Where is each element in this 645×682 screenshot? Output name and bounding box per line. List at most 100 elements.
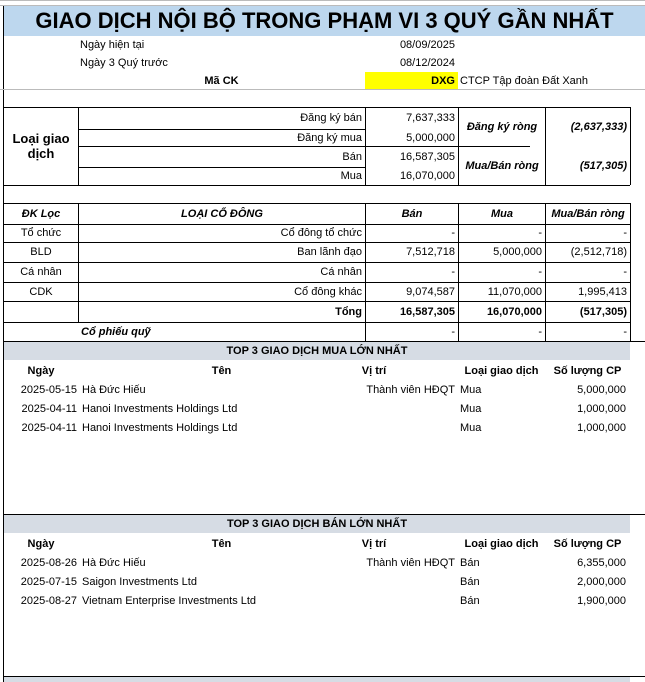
top-sell-cell[interactable]: Thành viên HĐQT <box>366 556 455 569</box>
company-name[interactable]: CTCP Tập đoàn Đất Xanh <box>460 74 589 87</box>
treasury-value[interactable]: - <box>538 325 542 338</box>
shareholder-cell[interactable]: 11,070,000 <box>487 285 542 298</box>
top-buy-cell[interactable]: 2025-05-15 <box>20 383 77 396</box>
shareholder-cell[interactable]: Cá nhân <box>20 266 62 278</box>
top-sell-cell[interactable]: 2,000,000 <box>577 575 626 588</box>
column-header[interactable]: Số lượng CP <box>553 364 622 377</box>
summary-row-value[interactable]: 16,587,305 <box>399 150 455 163</box>
shareholder-cell[interactable]: Cổ đông khác <box>294 285 362 298</box>
column-header[interactable]: Bán <box>401 207 423 220</box>
top-sell-cell[interactable]: 2025-07-15 <box>20 575 77 588</box>
top-sell-cell[interactable]: Bán <box>460 556 480 569</box>
shareholder-cell[interactable]: Tổ chức <box>20 227 62 239</box>
summary-row-label[interactable]: Mua <box>340 170 362 182</box>
shareholder-cell[interactable]: - <box>451 227 455 239</box>
cell-border <box>3 203 630 204</box>
net-registered-value[interactable]: (2,637,333) <box>570 120 627 133</box>
total-cell[interactable]: 16,070,000 <box>486 305 542 318</box>
prev-date-value[interactable]: 08/12/2024 <box>399 57 455 69</box>
top-buy-cell[interactable]: 2025-04-11 <box>21 421 77 434</box>
column-header[interactable]: Loại giao dịch <box>464 537 539 550</box>
column-header[interactable]: LOẠI CỔ ĐÔNG <box>181 207 263 220</box>
shareholder-cell[interactable]: Ban lãnh đạo <box>297 246 362 258</box>
total-cell[interactable] <box>4 301 78 322</box>
shareholder-cell[interactable]: 9,074,587 <box>406 285 455 298</box>
column-header[interactable]: Mua <box>491 207 513 220</box>
column-header[interactable]: ĐK Lọc <box>21 207 61 220</box>
top-buy-cell[interactable]: 2025-04-11 <box>21 402 77 415</box>
total-cell[interactable]: 16,587,305 <box>399 305 455 318</box>
top-buy-cell[interactable] <box>290 418 458 437</box>
top-sell-cell[interactable]: Saigon Investments Ltd <box>82 575 197 588</box>
top-sell-cell[interactable] <box>290 591 458 610</box>
shareholder-cell[interactable]: - <box>623 227 627 239</box>
column-header[interactable]: Vị trí <box>361 364 387 377</box>
net-registered-label[interactable]: Đăng ký ròng <box>466 120 538 133</box>
prev-date-label[interactable]: Ngày 3 Quý trước <box>80 57 168 69</box>
top-buy-cell[interactable]: 1,000,000 <box>577 421 626 434</box>
shareholder-cell[interactable]: - <box>623 266 627 278</box>
column-header[interactable]: Ngày <box>27 537 55 550</box>
column-header[interactable]: Số lượng CP <box>553 537 622 550</box>
shareholder-cell[interactable]: - <box>538 227 542 239</box>
column-header[interactable]: Tên <box>211 537 232 550</box>
treasury-label[interactable]: Cổ phiếu quỹ <box>81 325 151 338</box>
ticker-label[interactable]: Mã CK <box>204 74 239 87</box>
summary-row-value[interactable]: 7,637,333 <box>406 112 455 124</box>
top-buy-cell[interactable]: Mua <box>460 383 482 396</box>
top-buy-cell[interactable]: Mua <box>460 402 482 415</box>
cell-border <box>458 203 459 341</box>
shareholder-cell[interactable]: CDK <box>29 285 53 298</box>
page-title[interactable]: GIAO DỊCH NỘI BỘ TRONG PHẠM VI 3 QUÝ GẦN… <box>4 6 645 36</box>
treasury-value[interactable]: - <box>451 325 455 338</box>
column-header[interactable]: Loại giao dịch <box>464 364 539 377</box>
total-cell[interactable]: (517,305) <box>579 305 627 318</box>
top-buy-cell[interactable] <box>290 399 458 418</box>
top-sell-cell[interactable]: 2025-08-27 <box>20 594 77 607</box>
current-date-value[interactable]: 08/09/2025 <box>399 39 455 51</box>
shareholder-cell[interactable]: (2,512,718) <box>570 246 627 258</box>
current-date-label[interactable]: Ngày hiện tại <box>80 39 145 51</box>
top-buy-cell[interactable]: 5,000,000 <box>577 383 626 396</box>
shareholder-cell[interactable]: Cá nhân <box>320 266 362 278</box>
top-sell-cell[interactable]: Vietnam Enterprise Investments Ltd <box>82 594 257 607</box>
shareholder-cell[interactable]: Cổ đông tổ chức <box>280 227 362 239</box>
top-sell-cell[interactable]: 1,900,000 <box>577 594 626 607</box>
shareholder-cell[interactable]: 7,512,718 <box>406 246 455 258</box>
ticker-input[interactable]: DXG <box>365 72 458 89</box>
column-header[interactable]: Mua/Bán ròng <box>551 207 625 220</box>
column-header[interactable]: Tên <box>211 364 232 377</box>
summary-row-value[interactable]: 5,000,000 <box>406 131 455 144</box>
top-buy-cell[interactable]: 1,000,000 <box>577 402 626 415</box>
cell-border <box>78 203 79 322</box>
shareholder-cell[interactable]: - <box>451 266 455 278</box>
summary-row-label[interactable]: Bán <box>342 150 362 163</box>
shareholder-cell[interactable]: 5,000,000 <box>493 246 542 258</box>
shareholder-cell[interactable]: - <box>538 266 542 278</box>
treasury-value[interactable]: - <box>623 325 627 338</box>
column-header[interactable]: Ngày <box>27 364 55 377</box>
top-sell-title[interactable]: TOP 3 GIAO DỊCH BÁN LỚN NHẤT <box>4 514 630 533</box>
top-sell-cell[interactable]: 6,355,000 <box>577 556 626 569</box>
top-buy-cell[interactable]: Hanoi Investments Holdings Ltd <box>82 402 238 415</box>
summary-row-value[interactable]: 16,070,000 <box>399 170 455 182</box>
top-buy-cell[interactable]: Thành viên HĐQT <box>366 383 455 396</box>
top-buy-title[interactable]: TOP 3 GIAO DỊCH MUA LỚN NHẤT <box>4 341 630 360</box>
net-trade-value[interactable]: (517,305) <box>579 159 627 172</box>
column-header[interactable]: Vị trí <box>361 537 387 550</box>
top-sell-cell[interactable]: 2025-08-26 <box>20 556 77 569</box>
top-sell-cell[interactable]: Bán <box>460 594 480 607</box>
top-sell-cell[interactable]: Hà Đức Hiếu <box>82 556 146 569</box>
total-cell[interactable]: Tổng <box>335 305 362 318</box>
transaction-type-label[interactable]: Loại giao dịch <box>12 131 70 161</box>
shareholder-cell[interactable]: 1,995,413 <box>578 285 627 298</box>
shareholder-cell[interactable]: BLD <box>30 246 52 258</box>
summary-row-label[interactable]: Đăng ký mua <box>297 131 362 144</box>
top-buy-cell[interactable]: Hà Đức Hiếu <box>82 383 146 396</box>
top-buy-cell[interactable]: Mua <box>460 421 482 434</box>
top-buy-cell[interactable]: Hanoi Investments Holdings Ltd <box>82 421 238 434</box>
top-sell-cell[interactable]: Bán <box>460 575 480 588</box>
top-sell-cell[interactable] <box>290 572 458 591</box>
summary-row-label[interactable]: Đăng ký bán <box>300 112 362 124</box>
net-trade-label[interactable]: Mua/Bán ròng <box>465 159 539 172</box>
